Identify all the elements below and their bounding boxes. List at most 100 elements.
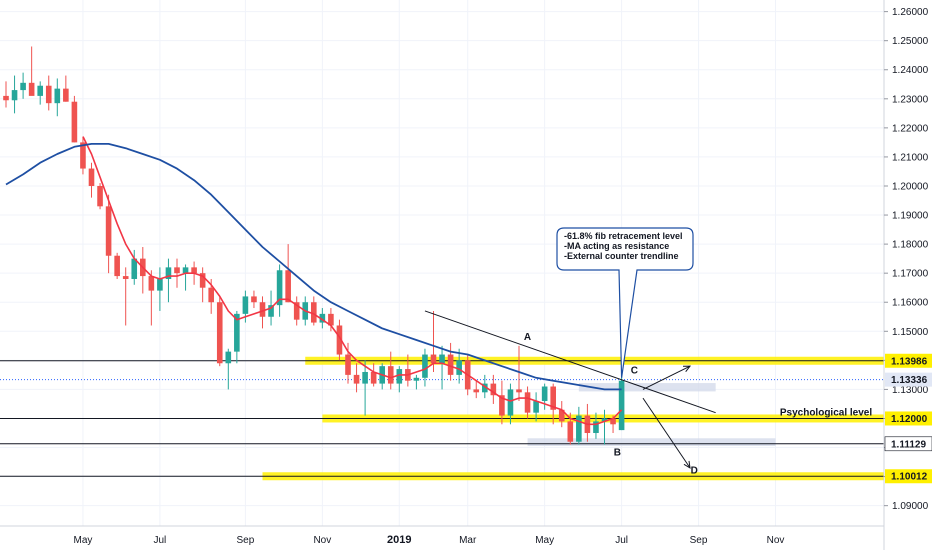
price-tick-label: 1.09000 <box>892 501 929 512</box>
candle-body <box>541 386 548 402</box>
price-tick-label: 1.17000 <box>892 269 929 280</box>
projection-arrow-line[interactable] <box>642 397 691 469</box>
candle-body <box>558 409 565 422</box>
price-tag-box <box>884 436 932 452</box>
candle-body <box>208 287 214 303</box>
annotation-label-b: B <box>614 448 621 459</box>
candle-body <box>456 360 462 375</box>
candle-body <box>285 270 291 303</box>
candle-body <box>71 101 78 143</box>
candle-body <box>20 82 26 91</box>
price-tick-label: 1.25000 <box>892 36 929 47</box>
candle-body <box>422 354 428 378</box>
candle-body <box>447 354 454 375</box>
psychological-level-label: Psychological level <box>780 407 872 418</box>
candle-body <box>618 380 625 431</box>
projection-arrow-line[interactable] <box>642 365 691 390</box>
time-tick-label: Sep <box>690 535 708 546</box>
candle-body <box>516 389 522 393</box>
candle-body <box>11 90 18 101</box>
candle-body <box>131 258 138 279</box>
callout-bubble[interactable] <box>556 227 694 378</box>
counter-trendline[interactable] <box>424 310 716 414</box>
candle-body <box>28 82 35 96</box>
price-tick-label: 1.22000 <box>892 123 929 134</box>
price-tag-label: 1.10012 <box>891 472 928 483</box>
time-tick-label: Sep <box>237 535 255 546</box>
annotation-label-c: C <box>631 365 638 376</box>
candle-body <box>80 142 86 169</box>
candle-body <box>593 421 599 434</box>
candle-body <box>234 313 240 352</box>
callout-layer: -61.8% fib retracement level -MA acting … <box>556 227 694 378</box>
slow-moving-average-line <box>5 142 622 391</box>
candle-body <box>490 383 497 396</box>
price-tick-label: 1.13000 <box>892 385 929 396</box>
callout-line-2: -MA acting as resistance <box>564 241 669 251</box>
candle-body <box>345 354 351 375</box>
candle-body <box>311 302 317 323</box>
price-tick-label: 1.24000 <box>892 65 929 76</box>
candle-body <box>242 296 249 314</box>
candle-body <box>533 401 539 413</box>
candle-body <box>174 267 180 274</box>
price-tag-box <box>885 372 932 387</box>
fast-moving-average-line <box>82 136 623 426</box>
candle-body <box>499 395 505 416</box>
candle-body <box>507 389 514 416</box>
price-tick-label: 1.23000 <box>892 94 929 105</box>
candle-body <box>216 302 223 364</box>
candle-body <box>268 305 274 317</box>
time-tick-label: May <box>535 535 554 546</box>
candle-body <box>567 421 574 442</box>
candle-body <box>482 383 488 393</box>
gray-zone <box>527 438 776 447</box>
price-tag-box <box>885 353 932 368</box>
candles-layer <box>3 46 625 445</box>
candle-body <box>319 313 326 323</box>
candle-body <box>191 267 197 274</box>
annotation-label-a: A <box>524 332 531 343</box>
candle-body <box>413 377 420 381</box>
time-tick-label: Jul <box>154 535 167 546</box>
moving-averages <box>5 136 623 426</box>
candle-body <box>601 418 608 422</box>
candle-body <box>157 278 163 291</box>
candle-body <box>165 267 172 279</box>
price-tag-box <box>885 469 932 484</box>
price-tick-label: 1.15000 <box>892 327 929 338</box>
time-tick-label: May <box>73 535 92 546</box>
price-tick-label: 1.26000 <box>892 7 929 18</box>
candle-body <box>370 371 377 384</box>
candle-body <box>37 85 43 96</box>
candle-body <box>336 325 343 355</box>
candle-body <box>362 371 368 384</box>
candle-body <box>276 270 283 306</box>
candle-body <box>97 185 103 207</box>
price-tag-label: 1.13986 <box>891 356 928 367</box>
candle-body <box>114 255 120 277</box>
candle-body <box>387 366 394 384</box>
price-tick-label: 1.21000 <box>892 152 929 163</box>
candle-body <box>396 369 403 384</box>
time-tick-label: 2019 <box>387 534 411 546</box>
candle-body <box>88 168 95 186</box>
candle-body <box>550 386 556 410</box>
candle-body <box>251 296 257 303</box>
price-tag-label: 1.11129 <box>891 439 926 450</box>
candle-body <box>225 351 232 364</box>
price-tick-label: 1.19000 <box>892 211 929 222</box>
candle-body <box>199 273 206 288</box>
candle-body <box>353 374 360 384</box>
candle-body <box>439 354 445 364</box>
candle-body <box>473 389 480 393</box>
candle-body <box>610 418 616 425</box>
candle-body <box>328 313 334 326</box>
candle-body <box>45 85 52 104</box>
price-tag-box <box>885 411 932 426</box>
candle-body <box>293 302 300 320</box>
candle-body <box>430 354 437 364</box>
time-tick-label: Nov <box>313 535 331 546</box>
